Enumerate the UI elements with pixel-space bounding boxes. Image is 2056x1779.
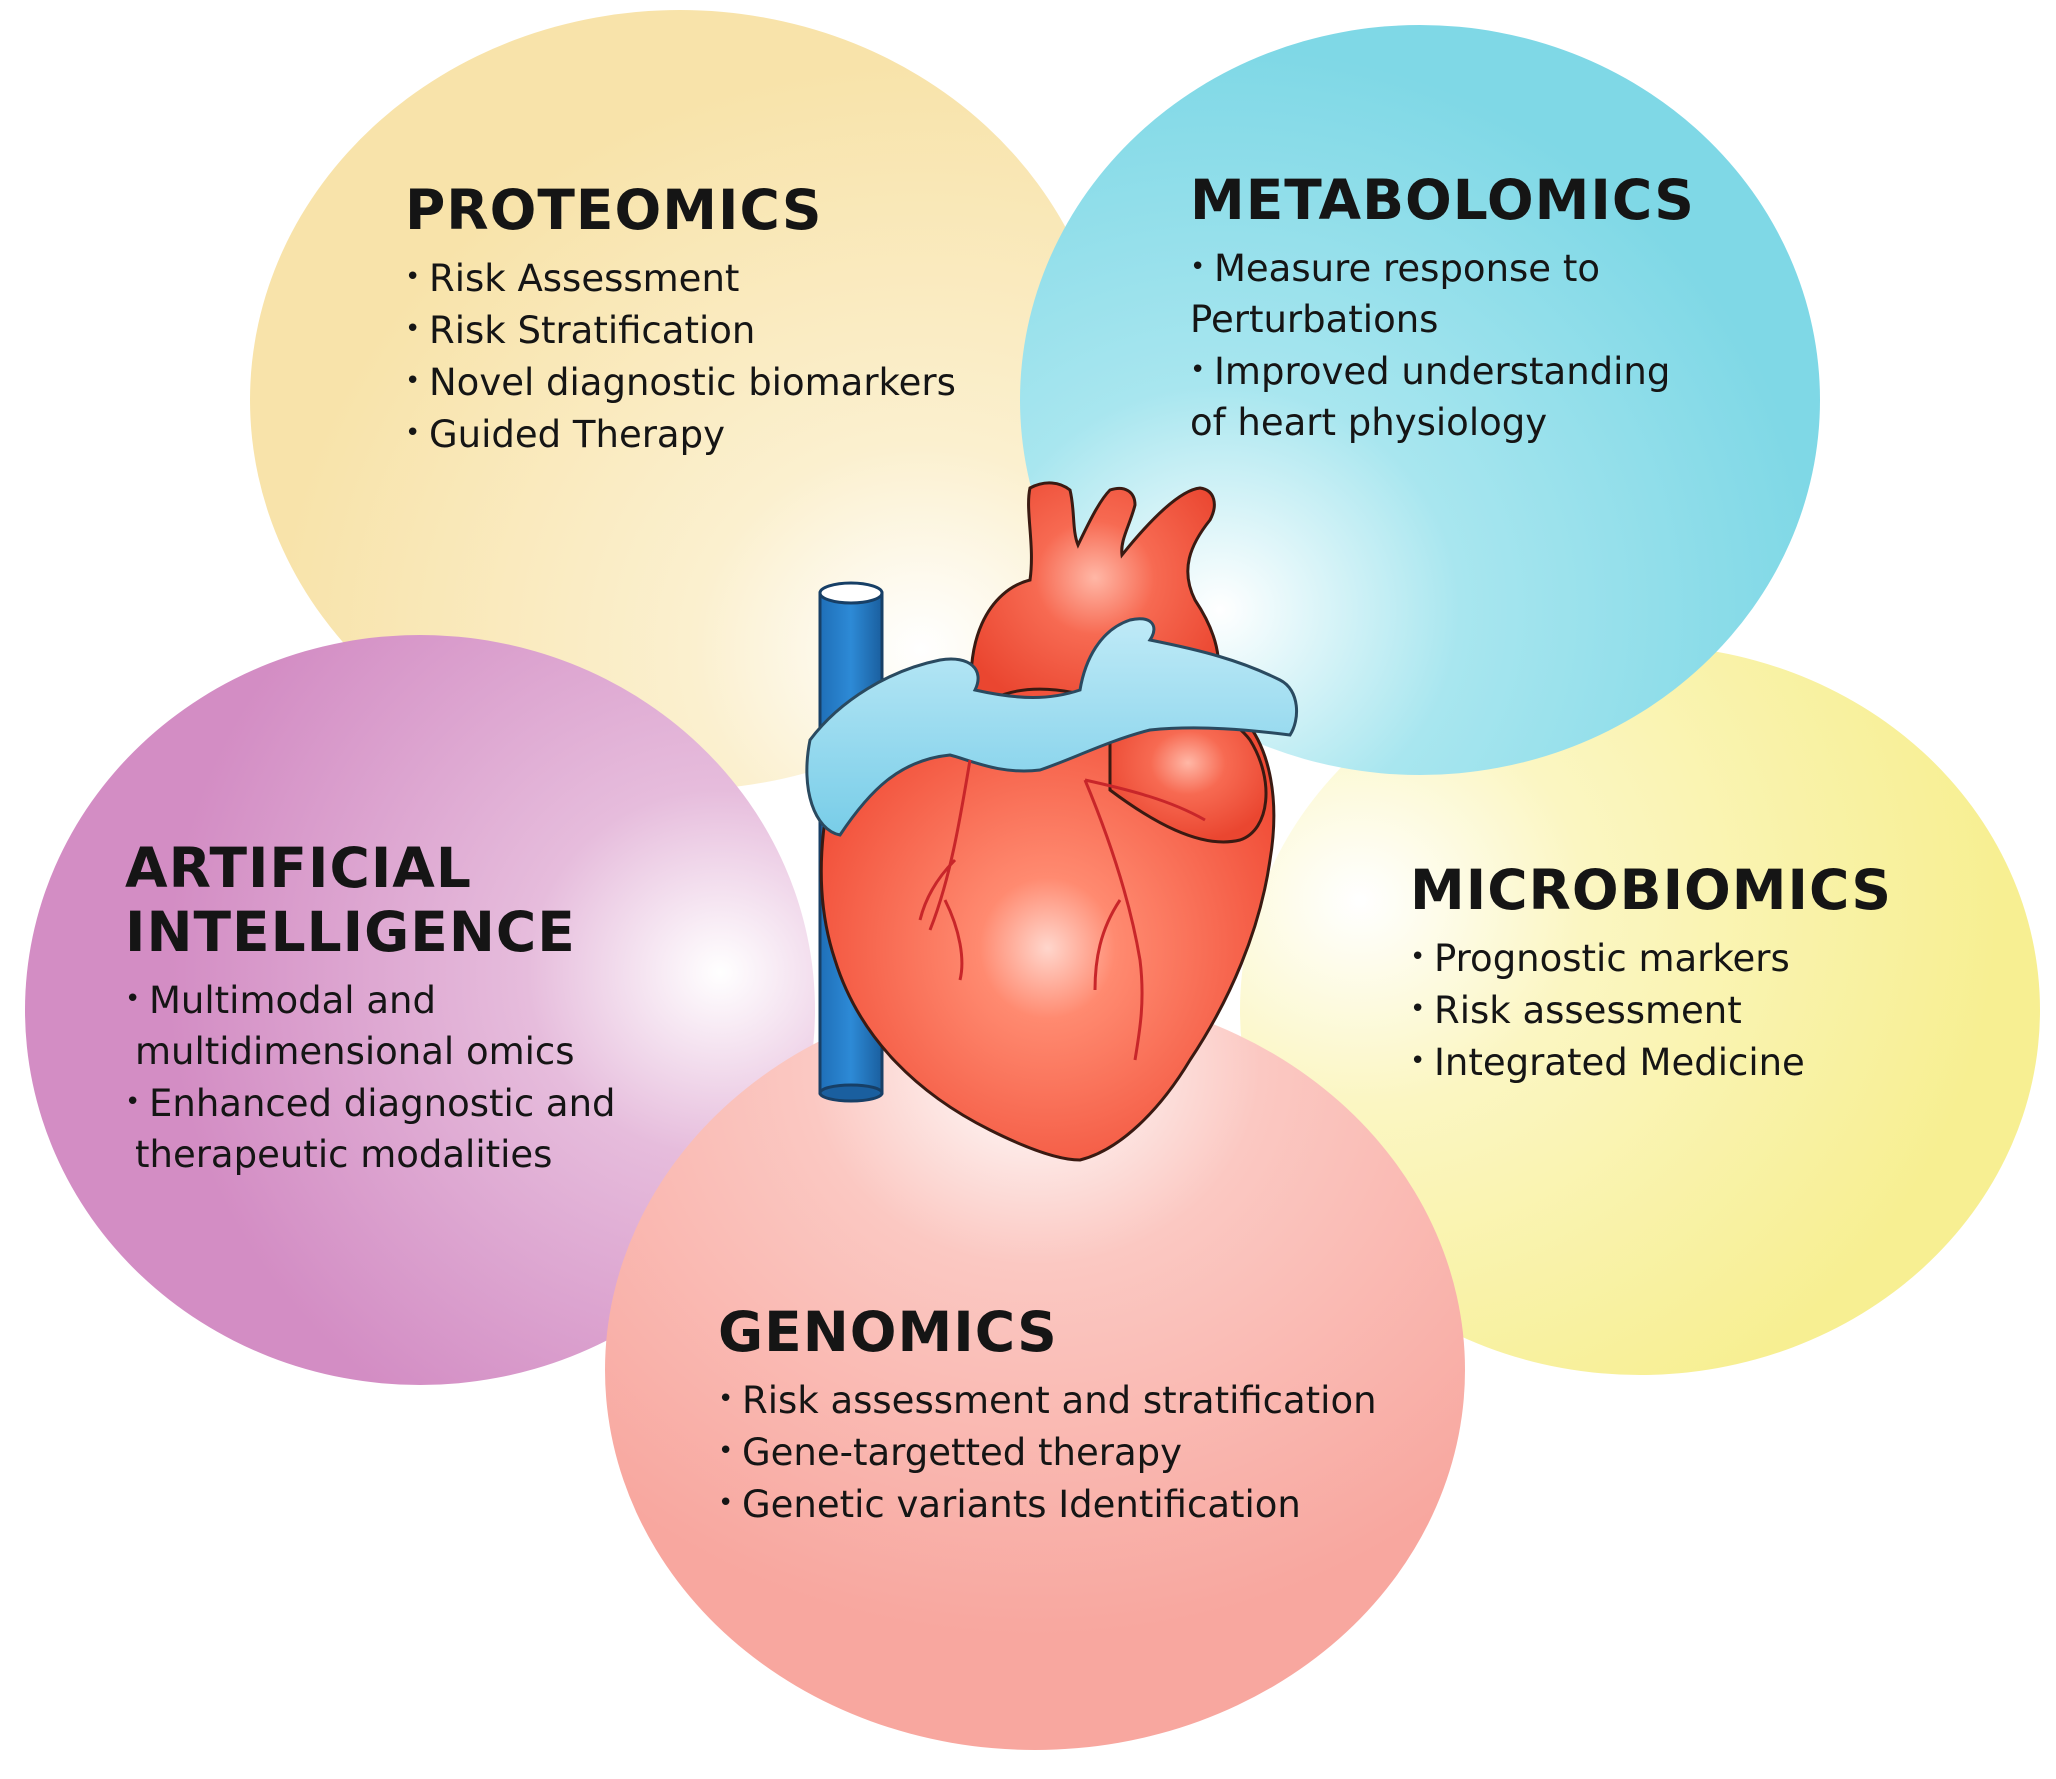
bullet-icon: •	[1410, 1046, 1426, 1076]
bullet-icon: •	[718, 1436, 734, 1466]
list-item: • Multimodal and	[125, 974, 616, 1026]
proteomics-title: PROTEOMICS	[405, 178, 823, 242]
list-item: • Integrated Medicine	[1410, 1036, 1892, 1088]
list-item: • Measure response to	[1190, 242, 1695, 294]
microbiomics-bullets: • Prognostic markers • Risk assessment • In…	[1410, 932, 1892, 1088]
list-item: • Risk Stratification	[405, 304, 956, 356]
section-artificial-intelligence: ARTIFICIAL INTELLIGENCE • Multimodal and …	[125, 836, 616, 1180]
bullet-icon: •	[405, 262, 421, 292]
bullet-icon: •	[125, 1087, 141, 1117]
bullet-icon: •	[405, 314, 421, 344]
pulmonary-artery	[805, 617, 1299, 837]
list-item: therapeutic modalities	[135, 1133, 553, 1176]
bullet-icon: •	[718, 1384, 734, 1414]
genomics-bullets: • Risk assessment and stratification • Gen…	[718, 1374, 1377, 1530]
list-item: • Gene-targetted therapy	[718, 1426, 1377, 1478]
genomics-title: GENOMICS	[718, 1300, 1058, 1364]
list-item: • Guided Therapy	[405, 408, 956, 460]
list-item: • Genetic variants Identification	[718, 1478, 1377, 1530]
ai-title-line2: INTELLIGENCE	[125, 900, 576, 964]
ai-bullets: • Multimodal and multidimensional omics •…	[125, 974, 616, 1180]
bullet-icon: •	[1190, 252, 1206, 282]
blob-genomics	[605, 990, 1465, 1750]
proteomics-bullets: • Risk Assessment • Risk Stratification • N…	[405, 252, 956, 460]
list-item: • Risk assessment and stratification	[718, 1374, 1377, 1426]
list-item: • Risk Assessment	[405, 252, 956, 304]
blob-artificial-intelligence	[25, 635, 815, 1385]
blob-proteomics	[250, 10, 1110, 790]
bullet-icon: •	[1410, 942, 1426, 972]
coronary-vessels	[918, 759, 1206, 1061]
list-item: • Enhanced diagnostic and	[125, 1077, 616, 1129]
blob-metabolomics	[1020, 25, 1820, 775]
bullet-icon: •	[1410, 994, 1426, 1024]
bullet-icon: •	[1190, 355, 1206, 385]
microbiomics-title: MICROBIOMICS	[1410, 858, 1892, 922]
section-genomics: GENOMICS • Risk assessment and stratifica…	[718, 1300, 1377, 1530]
metabolomics-bullets: • Measure response to Perturbations • Impr…	[1190, 242, 1695, 448]
bullet-icon: •	[125, 984, 141, 1014]
section-proteomics: PROTEOMICS • Risk Assessment • Risk Strati…	[405, 178, 956, 460]
blob-microbiomics	[1240, 645, 2040, 1375]
list-item: of heart physiology	[1190, 401, 1548, 444]
section-microbiomics: MICROBIOMICS • Prognostic markers • Risk a…	[1410, 858, 1892, 1088]
bullet-icon: •	[405, 366, 421, 396]
list-item: • Improved understanding	[1190, 345, 1695, 397]
list-item: multidimensional omics	[135, 1030, 575, 1073]
list-item: • Prognostic markers	[1410, 932, 1892, 984]
metabolomics-title: METABOLOMICS	[1190, 168, 1695, 232]
bullet-icon: •	[718, 1488, 734, 1518]
bullet-icon: •	[405, 418, 421, 448]
ai-title-line1: ARTIFICIAL	[125, 836, 472, 900]
list-item: Perturbations	[1190, 298, 1439, 341]
section-metabolomics: METABOLOMICS • Measure response to Pertur…	[1190, 168, 1695, 448]
list-item: • Risk assessment	[1410, 984, 1892, 1036]
list-item: • Novel diagnostic biomarkers	[405, 356, 956, 408]
